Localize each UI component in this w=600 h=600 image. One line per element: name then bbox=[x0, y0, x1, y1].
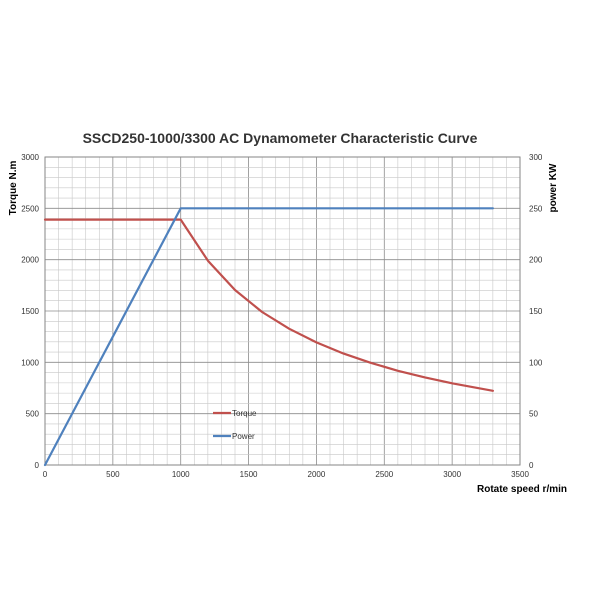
series-group bbox=[43, 207, 494, 467]
y-tick-label: 1500 bbox=[21, 307, 39, 316]
y2-tick-label: 50 bbox=[529, 410, 538, 419]
x-axis-title: Rotate speed r/min bbox=[477, 484, 567, 495]
plot-frame bbox=[44, 156, 521, 466]
legend: Torque Power bbox=[213, 409, 257, 441]
legend-label-power: Power bbox=[232, 432, 255, 441]
y2-axis-title: power KW bbox=[548, 163, 559, 212]
series-line-power bbox=[43, 207, 494, 467]
y2-tick-label: 150 bbox=[529, 307, 543, 316]
grid bbox=[44, 156, 521, 466]
series-line-torque bbox=[43, 218, 494, 392]
x-tick-label: 0 bbox=[43, 470, 48, 479]
x-tick-label: 3000 bbox=[443, 470, 461, 479]
x-tick-label: 2500 bbox=[375, 470, 393, 479]
x-tick-label: 1000 bbox=[172, 470, 190, 479]
chart-title: SSCD250-1000/3300 AC Dynamometer Charact… bbox=[83, 130, 478, 146]
y2-tick-label: 250 bbox=[529, 204, 543, 213]
legend-label-torque: Torque bbox=[232, 409, 257, 418]
y-tick-label: 500 bbox=[26, 410, 40, 419]
x-tick-label: 2000 bbox=[308, 470, 326, 479]
x-tick-label: 1500 bbox=[240, 470, 258, 479]
y2-tick-label: 300 bbox=[529, 153, 543, 162]
x-tick-label: 500 bbox=[106, 470, 120, 479]
y2-tick-label: 200 bbox=[529, 256, 543, 265]
y-tick-label: 2500 bbox=[21, 204, 39, 213]
y-tick-label: 2000 bbox=[21, 256, 39, 265]
y-tick-label: 0 bbox=[35, 461, 40, 470]
y-tick-label: 3000 bbox=[21, 153, 39, 162]
y2-axis-ticks: 0 50 100 150 200 250 300 bbox=[529, 153, 543, 470]
x-tick-label: 3500 bbox=[511, 470, 529, 479]
y2-tick-label: 100 bbox=[529, 358, 543, 367]
y2-tick-label: 0 bbox=[529, 461, 534, 470]
y-axis-title: Torque N.m bbox=[8, 160, 19, 215]
x-axis-ticks: 0 500 1000 1500 2000 2500 3000 3500 bbox=[43, 470, 530, 479]
y-axis-ticks: 0 500 1000 1500 2000 2500 3000 bbox=[21, 153, 39, 470]
y-tick-label: 1000 bbox=[21, 358, 39, 367]
